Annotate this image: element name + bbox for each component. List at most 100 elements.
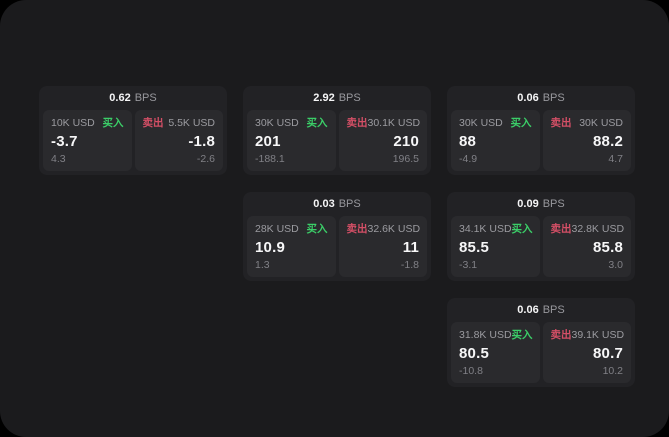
quote-value: 201 xyxy=(255,133,281,150)
quote-panels: 30K USD 买入 201 -188.1 卖出 30.1K USD 210 1… xyxy=(243,108,431,175)
panel-top: 卖出 5.5K USD xyxy=(143,117,216,129)
size-label: 30K USD xyxy=(255,117,299,129)
quote-value: 80.7 xyxy=(593,345,623,362)
size-label: 5.5K USD xyxy=(168,117,215,129)
sub-value: 4.7 xyxy=(608,153,623,165)
size-label: 30.1K USD xyxy=(367,117,421,129)
buy-panel[interactable]: 30K USD 买入 201 -188.1 xyxy=(247,110,336,171)
bps-unit-label: BPS xyxy=(338,198,361,210)
panel-top: 卖出 39.1K USD xyxy=(550,329,625,341)
sub-value: 4.3 xyxy=(51,153,66,165)
sell-tag: 卖出 xyxy=(550,223,572,235)
card-header: 0.06 BPS xyxy=(447,298,635,320)
quote-value: 10.9 xyxy=(255,239,285,256)
quote-value: 85.8 xyxy=(593,239,623,256)
panel-top: 28K USD 买入 xyxy=(255,223,328,235)
sell-panel[interactable]: 卖出 30.1K USD 210 196.5 xyxy=(338,110,427,171)
quote-card[interactable]: 0.09 BPS 34.1K USD 买入 85.5 -3.1 卖出 32.8K… xyxy=(447,192,635,281)
bps-unit-label: BPS xyxy=(338,92,361,104)
sub-value: 10.2 xyxy=(602,365,623,377)
panel-top: 卖出 32.8K USD xyxy=(550,223,625,235)
card-header: 0.06 BPS xyxy=(447,86,635,108)
quote-value: 11 xyxy=(402,239,419,256)
bps-unit-label: BPS xyxy=(542,198,565,210)
sell-panel[interactable]: 卖出 39.1K USD 80.7 10.2 xyxy=(542,322,631,383)
sell-tag: 卖出 xyxy=(142,117,164,129)
bps-value: 0.06 xyxy=(517,92,539,104)
quote-card[interactable]: 0.03 BPS 28K USD 买入 10.9 1.3 卖出 32.6K US… xyxy=(243,192,431,281)
sub-value: -1.8 xyxy=(400,259,419,271)
sell-panel[interactable]: 卖出 32.8K USD 85.8 3.0 xyxy=(542,216,631,277)
buy-panel[interactable]: 31.8K USD 买入 80.5 -10.8 xyxy=(451,322,540,383)
bps-value: 0.06 xyxy=(517,304,539,316)
panel-top: 卖出 32.6K USD xyxy=(346,223,421,235)
quote-card[interactable]: 0.06 BPS 30K USD 买入 88 -4.9 卖出 30K USD xyxy=(447,86,635,175)
panel-top: 10K USD 买入 xyxy=(51,117,124,129)
buy-tag: 买入 xyxy=(306,117,328,129)
sub-value: -4.9 xyxy=(459,153,478,165)
size-label: 32.8K USD xyxy=(571,223,625,235)
sell-panel[interactable]: 卖出 5.5K USD -1.8 -2.6 xyxy=(134,110,223,171)
sub-value: -3.1 xyxy=(459,259,478,271)
quote-card[interactable]: 0.06 BPS 31.8K USD 买入 80.5 -10.8 卖出 39.1… xyxy=(447,298,635,387)
buy-panel[interactable]: 10K USD 买入 -3.7 4.3 xyxy=(43,110,132,171)
panel-top: 30K USD 买入 xyxy=(255,117,328,129)
buy-tag: 买入 xyxy=(306,223,328,235)
buy-tag: 买入 xyxy=(511,329,533,341)
size-label: 34.1K USD xyxy=(459,223,512,235)
buy-panel[interactable]: 28K USD 买入 10.9 1.3 xyxy=(247,216,336,277)
sub-value: -10.8 xyxy=(459,365,483,377)
quote-value: -1.8 xyxy=(188,133,215,150)
panel-top: 30K USD 买入 xyxy=(459,117,532,129)
bps-unit-label: BPS xyxy=(542,304,565,316)
bps-value: 0.62 xyxy=(109,92,131,104)
quote-value: 88.2 xyxy=(593,133,623,150)
panel-top: 34.1K USD 买入 xyxy=(459,223,533,235)
quote-panels: 34.1K USD 买入 85.5 -3.1 卖出 32.8K USD 85.8… xyxy=(447,214,635,281)
buy-panel[interactable]: 34.1K USD 买入 85.5 -3.1 xyxy=(451,216,540,277)
quote-value: 80.5 xyxy=(459,345,489,362)
buy-panel[interactable]: 30K USD 买入 88 -4.9 xyxy=(451,110,540,171)
bps-value: 2.92 xyxy=(313,92,335,104)
size-label: 28K USD xyxy=(255,223,299,235)
bps-unit-label: BPS xyxy=(542,92,565,104)
bps-value: 0.09 xyxy=(517,198,539,210)
size-label: 30K USD xyxy=(579,117,623,129)
quote-panels: 31.8K USD 买入 80.5 -10.8 卖出 39.1K USD 80.… xyxy=(447,320,635,387)
quote-card[interactable]: 0.62 BPS 10K USD 买入 -3.7 4.3 卖出 5.5K USD xyxy=(39,86,227,175)
buy-tag: 买入 xyxy=(102,117,124,129)
sell-panel[interactable]: 卖出 30K USD 88.2 4.7 xyxy=(542,110,631,171)
sub-value: -2.6 xyxy=(196,153,215,165)
bps-value: 0.03 xyxy=(313,198,335,210)
card-header: 0.03 BPS xyxy=(243,192,431,214)
size-label: 31.8K USD xyxy=(459,329,512,341)
sell-panel[interactable]: 卖出 32.6K USD 11 -1.8 xyxy=(338,216,427,277)
size-label: 39.1K USD xyxy=(571,329,625,341)
quote-value: 210 xyxy=(393,133,419,150)
panel-top: 卖出 30.1K USD xyxy=(347,117,421,129)
sub-value: 1.3 xyxy=(255,259,270,271)
quote-panels: 30K USD 买入 88 -4.9 卖出 30K USD 88.2 4.7 xyxy=(447,108,635,175)
card-header: 0.62 BPS xyxy=(39,86,227,108)
buy-tag: 买入 xyxy=(510,117,532,129)
quote-value: -3.7 xyxy=(51,133,78,150)
quote-value: 85.5 xyxy=(459,239,489,256)
sell-tag: 卖出 xyxy=(550,329,572,341)
size-label: 32.6K USD xyxy=(367,223,421,235)
quote-panels: 28K USD 买入 10.9 1.3 卖出 32.6K USD 11 -1.8 xyxy=(243,214,431,281)
quote-value: 88 xyxy=(459,133,477,150)
size-label: 10K USD xyxy=(51,117,95,129)
card-header: 0.09 BPS xyxy=(447,192,635,214)
quote-panels: 10K USD 买入 -3.7 4.3 卖出 5.5K USD -1.8 -2.… xyxy=(39,108,227,175)
panel-top: 卖出 30K USD xyxy=(551,117,624,129)
size-label: 30K USD xyxy=(459,117,503,129)
bps-unit-label: BPS xyxy=(134,92,157,104)
sub-value: -188.1 xyxy=(255,153,285,165)
sub-value: 3.0 xyxy=(608,259,623,271)
quote-card[interactable]: 2.92 BPS 30K USD 买入 201 -188.1 卖出 30.1K … xyxy=(243,86,431,175)
quote-card-grid: 0.62 BPS 10K USD 买入 -3.7 4.3 卖出 5.5K USD xyxy=(39,86,635,387)
sub-value: 196.5 xyxy=(392,153,419,165)
card-header: 2.92 BPS xyxy=(243,86,431,108)
sell-tag: 卖出 xyxy=(346,223,368,235)
